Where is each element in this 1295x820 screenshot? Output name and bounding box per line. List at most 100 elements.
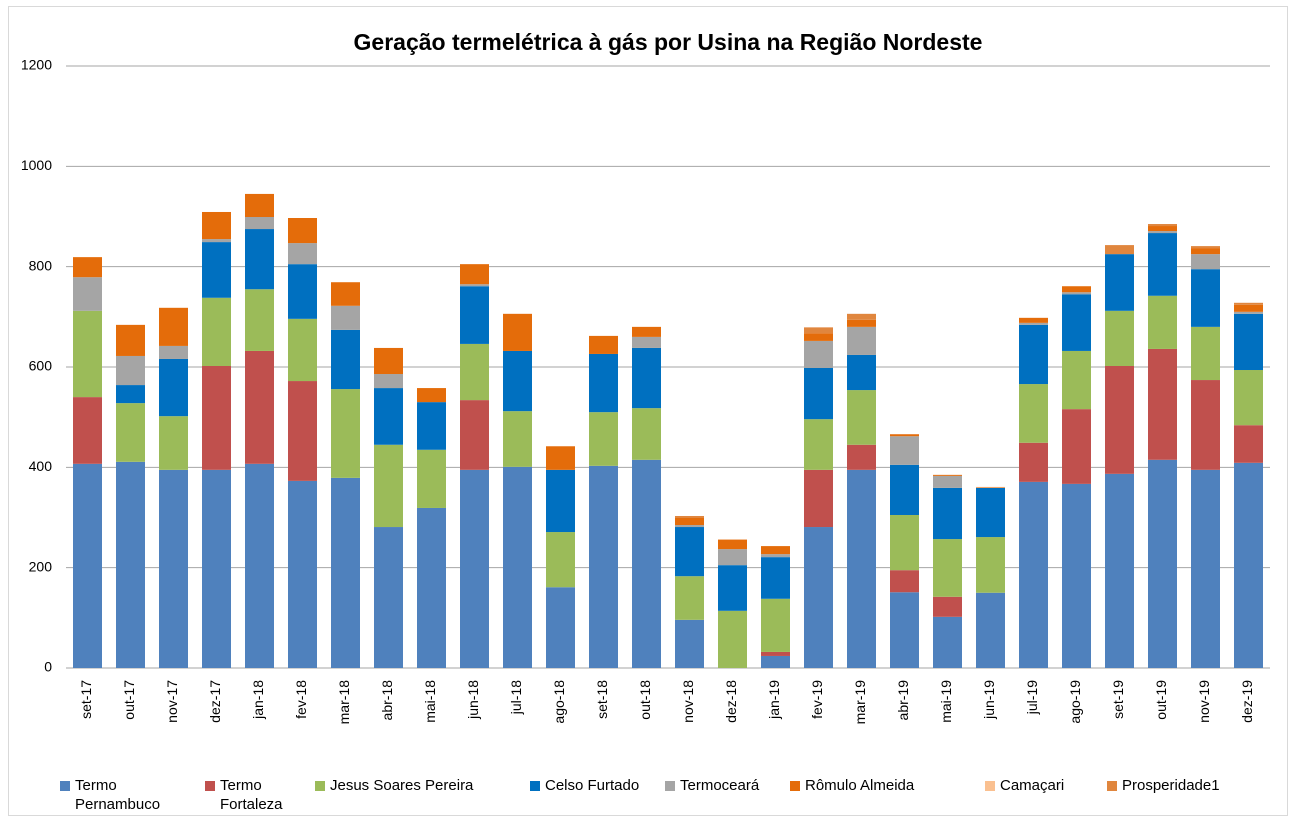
bar-segment [761, 557, 790, 599]
bar-segment [245, 193, 274, 218]
legend-label: Termo Pernambuco [75, 777, 161, 813]
bar-segment [116, 403, 145, 462]
bar-segment [1191, 326, 1220, 381]
bar-segment [503, 466, 532, 668]
bar-segment [1148, 348, 1177, 460]
bar-segment [718, 539, 747, 550]
legend-swatch [985, 781, 995, 791]
bar-segment [1234, 304, 1263, 312]
bar-segment [374, 347, 403, 375]
bar-segment [847, 390, 876, 445]
bar-segment [288, 218, 317, 244]
bar-segment [159, 307, 188, 346]
bar-segment [589, 412, 618, 466]
bar-segment [460, 286, 489, 344]
legend-label: Prosperidade1 [1122, 777, 1220, 794]
bar-segment [1062, 286, 1091, 293]
bar-segment [1234, 370, 1263, 426]
x-tick-label: dez-18 [723, 680, 739, 723]
bar-segment [890, 436, 919, 465]
bar-segment [1105, 245, 1134, 255]
legend-label: Camaçari [1000, 777, 1065, 794]
x-tick-label: nov-17 [164, 680, 180, 723]
bar-segment [761, 651, 790, 656]
bar-segment [933, 474, 962, 476]
legend-item: Termoceará [665, 776, 759, 795]
x-tick-label: nov-19 [1196, 680, 1212, 723]
bar-segment [890, 434, 919, 437]
legend-label: Termo Fortaleza [220, 777, 283, 813]
bar-segment [675, 518, 704, 526]
legend-swatch [60, 781, 70, 791]
bar-segment [1019, 322, 1048, 325]
bar-segment [374, 444, 403, 528]
bar-segment [1062, 292, 1091, 295]
bar-segment [288, 480, 317, 668]
bar-segment [116, 355, 145, 386]
bar-segment [417, 507, 446, 668]
x-tick-label: dez-17 [207, 680, 223, 723]
bar-segment [847, 354, 876, 391]
x-tick-label: mai-19 [938, 680, 954, 723]
bar-segment [73, 397, 102, 464]
x-tick-label: mai-18 [422, 680, 438, 723]
x-tick-label: set-18 [594, 680, 610, 719]
bar-segment [503, 350, 532, 412]
bar-segment [202, 239, 231, 243]
bar-segment [331, 477, 360, 668]
legend-item: Prosperidade1 [1107, 776, 1220, 795]
x-tick-label: fev-19 [809, 680, 825, 719]
y-tick-label: 200 [29, 558, 53, 574]
bar-segment [288, 318, 317, 382]
x-tick-label: mar-18 [336, 680, 352, 725]
x-tick-label: abr-19 [895, 680, 911, 721]
bar-segment [890, 514, 919, 571]
bar-segment [1234, 425, 1263, 463]
bar-segment [976, 487, 1005, 538]
bar-segment [804, 419, 833, 470]
bar-segment [933, 475, 962, 488]
bar-segment [675, 515, 704, 519]
bar-segment [890, 464, 919, 515]
legend-swatch [530, 781, 540, 791]
bar-segment [804, 340, 833, 369]
bar-segment [847, 444, 876, 470]
bar-segment [675, 525, 704, 528]
bar-segment [1234, 311, 1263, 314]
bar-segment [245, 350, 274, 464]
x-tick-label: nov-18 [680, 680, 696, 723]
bar-segment [718, 565, 747, 611]
chart-frame [8, 6, 1288, 816]
x-tick-label: ago-18 [551, 680, 567, 724]
bar-segment [632, 459, 661, 668]
bar-segment [546, 532, 575, 588]
bar-segment [1148, 459, 1177, 668]
bar-segment [288, 243, 317, 265]
bar-segment [460, 400, 489, 470]
x-tick-label: dez-19 [1239, 680, 1255, 723]
bar-segment [1191, 380, 1220, 470]
bar-segment [202, 365, 231, 470]
bar-segment [675, 576, 704, 620]
bar-segment [933, 539, 962, 597]
x-tick-label: jan-18 [250, 680, 266, 720]
bar-segment [976, 486, 1005, 488]
bar-segment [202, 242, 231, 298]
bar-segment [245, 229, 274, 290]
bar-segment [589, 335, 618, 354]
bar-segment [632, 326, 661, 337]
bar-segment [374, 527, 403, 668]
bar-segment [1019, 324, 1048, 385]
bar-segment [73, 277, 102, 311]
bar-segment [761, 554, 790, 558]
bar-segment [202, 211, 231, 240]
bar-segment [1019, 481, 1048, 668]
bar-segment [417, 402, 446, 450]
x-tick-label: set-17 [78, 680, 94, 719]
bar-segment [116, 385, 145, 404]
bar-segment [1148, 233, 1177, 296]
bar-segment [503, 313, 532, 351]
bar-segment [804, 527, 833, 668]
bar-segment [546, 469, 575, 533]
